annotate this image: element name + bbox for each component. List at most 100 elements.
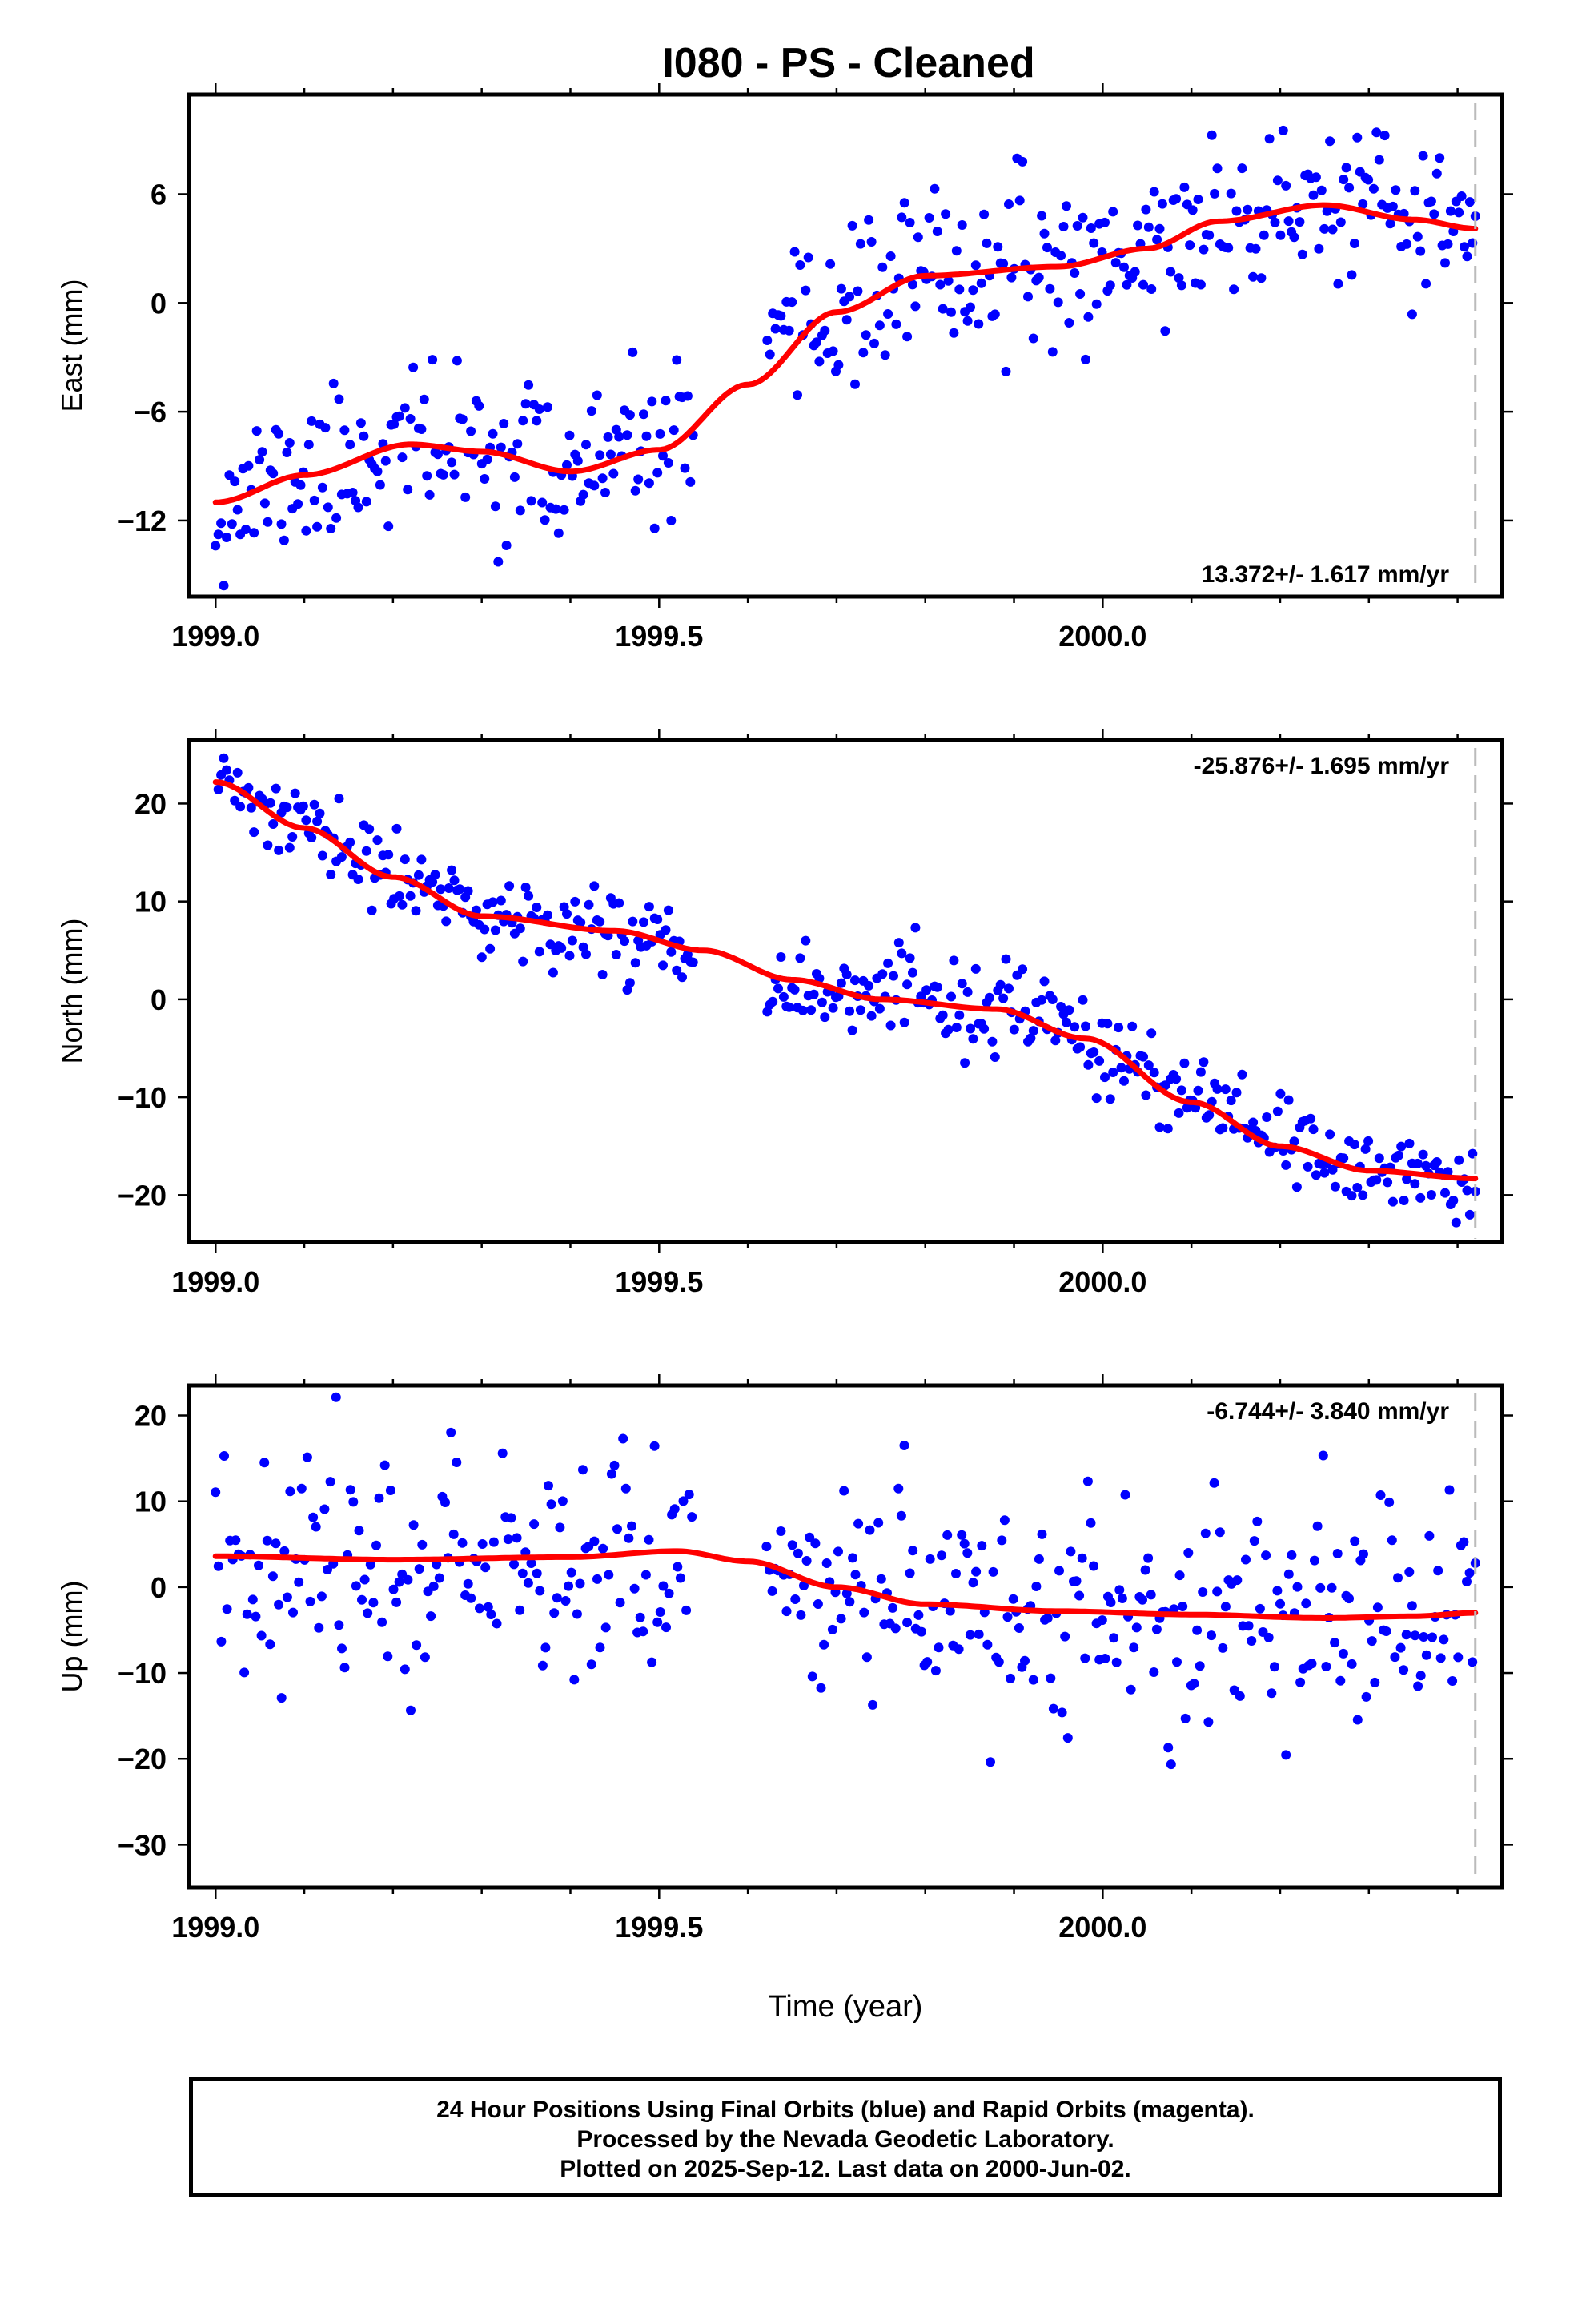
- up-data-point: [793, 1548, 803, 1558]
- east-data-point: [328, 378, 339, 388]
- east-data-point: [814, 356, 825, 367]
- east-data-point: [1460, 242, 1469, 252]
- east-data-point: [902, 332, 913, 342]
- north-data-point: [361, 846, 371, 856]
- north-data-point: [620, 936, 629, 947]
- east-data-point: [578, 489, 588, 500]
- north-data-point: [1421, 1160, 1431, 1171]
- east-x-tick-label: 1999.5: [615, 620, 703, 653]
- east-data-point: [639, 409, 648, 420]
- north-data-point: [1325, 1129, 1335, 1140]
- north-data-point: [1171, 1074, 1182, 1084]
- east-data-point: [460, 492, 471, 502]
- north-y-tick-label: −20: [118, 1179, 167, 1212]
- up-data-point: [937, 1550, 947, 1561]
- north-x-tick-label: 1999.5: [615, 1265, 703, 1298]
- up-data-point: [807, 1671, 817, 1682]
- east-data-point: [1256, 273, 1267, 283]
- up-data-point: [242, 1609, 252, 1619]
- east-data-point: [622, 430, 632, 440]
- north-data-point: [1468, 1148, 1478, 1159]
- up-data-point: [1287, 1550, 1297, 1560]
- up-data-point: [681, 1605, 692, 1615]
- east-data-point: [320, 423, 331, 433]
- east-data-point: [1091, 299, 1102, 309]
- east-data-point: [663, 458, 673, 468]
- east-data-point: [883, 309, 893, 319]
- up-data-point: [1082, 1476, 1093, 1486]
- east-data-point: [1363, 175, 1374, 185]
- east-data-point: [1058, 222, 1069, 231]
- east-data-point: [1004, 199, 1014, 209]
- north-data-point: [998, 993, 1009, 1003]
- east-data-point: [359, 431, 369, 441]
- up-data-point: [801, 1556, 812, 1566]
- up-data-point: [1042, 1613, 1053, 1623]
- east-data-point: [932, 227, 942, 236]
- east-data-point: [1141, 204, 1151, 215]
- up-data-point: [359, 1574, 370, 1585]
- up-data-point: [486, 1610, 496, 1619]
- north-data-point: [1281, 1160, 1291, 1170]
- east-data-point: [853, 286, 863, 296]
- east-data-point: [943, 275, 954, 286]
- north-data-point: [1009, 1024, 1019, 1035]
- north-data-point: [1154, 1122, 1165, 1132]
- north-data-point: [899, 1017, 909, 1027]
- up-data-point: [620, 1483, 631, 1494]
- north-data-point: [394, 891, 404, 901]
- north-data-point: [966, 1023, 975, 1034]
- north-data-point: [353, 875, 363, 884]
- up-data-point: [1252, 1516, 1263, 1526]
- up-data-point: [942, 1530, 953, 1540]
- east-data-point: [957, 220, 967, 230]
- north-data-point: [584, 899, 594, 910]
- north-data-point: [688, 957, 698, 967]
- east-data-point: [422, 471, 432, 481]
- east-data-point: [394, 411, 404, 421]
- east-data-point: [457, 414, 468, 424]
- up-data-point: [655, 1607, 665, 1617]
- east-data-point: [490, 501, 500, 512]
- up-data-point: [977, 1541, 987, 1551]
- east-data-point: [1133, 220, 1143, 231]
- north-data-point: [222, 765, 231, 775]
- north-data-point: [441, 916, 452, 927]
- east-data-point: [219, 581, 229, 591]
- east-data-point: [1042, 243, 1052, 253]
- caption-line-2: Processed by the Nevada Geodetic Laborat…: [576, 2126, 1114, 2153]
- up-data-point: [1424, 1530, 1435, 1541]
- up-data-point: [994, 1657, 1004, 1667]
- east-data-point: [1039, 228, 1050, 239]
- x-axis-label: Time (year): [769, 1990, 923, 2024]
- up-data-point: [1089, 1561, 1098, 1571]
- north-data-point: [532, 903, 542, 912]
- north-data-point: [985, 992, 994, 1003]
- east-data-points: [211, 125, 1480, 591]
- up-data-point: [1321, 1662, 1331, 1671]
- east-data-point: [227, 519, 237, 529]
- up-data-point: [687, 1512, 697, 1522]
- north-data-point: [1075, 1042, 1086, 1052]
- east-data-point: [649, 523, 660, 533]
- east-data-point: [1064, 318, 1074, 328]
- north-data-point: [567, 935, 577, 946]
- up-data-point: [463, 1578, 473, 1589]
- north-data-point: [243, 782, 254, 793]
- north-data-point: [1056, 1002, 1066, 1011]
- up-data-point: [841, 1588, 852, 1598]
- north-data-point: [1371, 1175, 1382, 1185]
- east-data-point: [1086, 223, 1096, 233]
- north-data-point: [1339, 1153, 1349, 1164]
- east-data-point: [1243, 204, 1253, 215]
- east-data-point: [586, 406, 596, 416]
- north-data-point: [1402, 1174, 1412, 1184]
- up-data-point: [265, 1639, 275, 1650]
- up-data-point: [1232, 1575, 1243, 1586]
- east-data-point: [1379, 131, 1390, 141]
- east-data-point: [403, 485, 413, 495]
- north-data-point: [962, 987, 973, 997]
- up-data-point: [483, 1602, 493, 1612]
- east-data-point: [589, 480, 600, 491]
- up-data-point: [1347, 1659, 1357, 1669]
